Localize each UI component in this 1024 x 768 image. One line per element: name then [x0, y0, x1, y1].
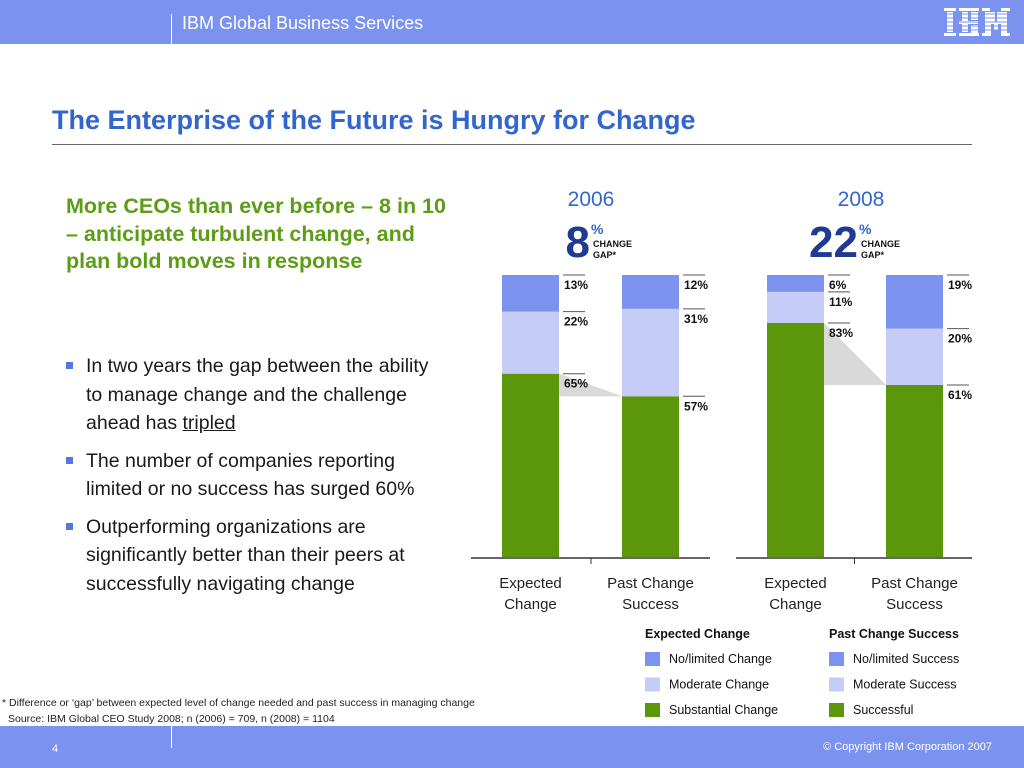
bar-segment: [502, 275, 559, 312]
legend-label: Successful: [853, 703, 913, 717]
data-label: 20%: [948, 332, 972, 346]
bullet-text: Outperforming organizations are signific…: [86, 515, 405, 595]
bar-segment: [767, 322, 824, 557]
data-label: 19%: [948, 278, 972, 292]
change-gap-area: [559, 373, 622, 397]
header-brand: IBM Global Business Services: [182, 13, 424, 33]
legend-label: No/limited Change: [669, 652, 772, 666]
change-gap-wedge: [559, 373, 622, 397]
copyright: © Copyright IBM Corporation 2007: [823, 741, 992, 753]
bullet-list: In two years the gap between the ability…: [66, 352, 446, 607]
x-tick-label: Expected Change: [499, 575, 562, 613]
slide-title: The Enterprise of the Future is Hungry f…: [52, 105, 696, 135]
bullet-item: The number of companies reporting limite…: [66, 447, 446, 504]
bullet-item: Outperforming organizations are signific…: [66, 513, 446, 599]
source-note: Source: IBM Global CEO Study 2008; n (20…: [8, 713, 335, 725]
legend-swatch: [829, 703, 844, 717]
bar-segment: [886, 275, 943, 329]
title-rule: [52, 144, 972, 145]
bullet-emphasis: tripled: [182, 412, 236, 434]
year-label: 2008: [838, 188, 885, 211]
gap-value: 8: [566, 218, 590, 267]
footnote: * Difference or ‘gap’ between expected l…: [2, 697, 475, 709]
footer-bar: 4 © Copyright IBM Corporation 2007: [0, 726, 1024, 768]
bar-segment: [886, 384, 943, 557]
legend-title: Past Change Success: [829, 627, 959, 641]
bar-segment: [622, 275, 679, 309]
gap-value: 22: [809, 218, 858, 267]
x-tick-label: Past Change Success: [607, 575, 694, 613]
bullet-icon: [66, 522, 73, 530]
bar-segment: [622, 308, 679, 397]
data-label: 13%: [564, 278, 588, 292]
bullet-text: The number of companies reporting limite…: [86, 449, 415, 501]
gap-label: CHANGE: [593, 239, 632, 249]
data-label: 6%: [829, 278, 847, 292]
gap-unit: %: [859, 221, 872, 237]
legend-label: Moderate Change: [669, 678, 769, 692]
legend-label: Substantial Change: [669, 703, 778, 717]
bullet-item: In two years the gap between the ability…: [66, 352, 446, 438]
header-bar: IBM Global Business Services: [0, 0, 1024, 44]
bullet-text: In two years the gap between the ability…: [86, 355, 429, 434]
bar-segment: [622, 396, 679, 557]
data-label: 11%: [829, 295, 853, 309]
bar-segment: [886, 328, 943, 385]
gap-unit: %: [591, 221, 604, 237]
bar-segment: [502, 311, 559, 374]
legend-swatch: [645, 677, 660, 692]
data-label: 57%: [684, 399, 708, 413]
legend-label: No/limited Success: [853, 652, 959, 666]
legend-swatch: [645, 703, 660, 717]
data-label: 65%: [564, 377, 588, 391]
year-label: 2006: [568, 188, 615, 211]
page-number: 4: [52, 743, 59, 755]
legend-swatch: [829, 652, 844, 666]
legend-title: Expected Change: [645, 627, 750, 641]
x-tick-label: Expected Change: [764, 575, 827, 613]
gap-label: GAP*: [593, 250, 617, 260]
legend-swatch: [645, 652, 660, 666]
bar-segment: [502, 373, 559, 557]
x-tick-label: Past Change Success: [871, 575, 958, 613]
header-divider: [171, 14, 172, 44]
change-gap-area: [824, 322, 886, 385]
ibm-logo: [942, 8, 1012, 36]
bullet-icon: [66, 456, 73, 464]
data-label: 22%: [564, 315, 588, 329]
footer-divider: [171, 726, 172, 748]
data-label: 12%: [684, 278, 708, 292]
gap-label: GAP*: [861, 250, 885, 260]
legend-label: Moderate Success: [853, 678, 957, 692]
gap-label: CHANGE: [861, 239, 900, 249]
headline: More CEOs than ever before – 8 in 10 – a…: [66, 194, 446, 273]
bar-segment: [767, 291, 824, 323]
bar-segment: [767, 275, 824, 292]
bullet-icon: [66, 362, 73, 369]
data-label: 83%: [829, 326, 853, 340]
data-label: 61%: [948, 388, 972, 402]
data-label: 31%: [684, 312, 708, 326]
change-gap-wedge: [824, 322, 886, 385]
legend-swatch: [829, 677, 844, 692]
